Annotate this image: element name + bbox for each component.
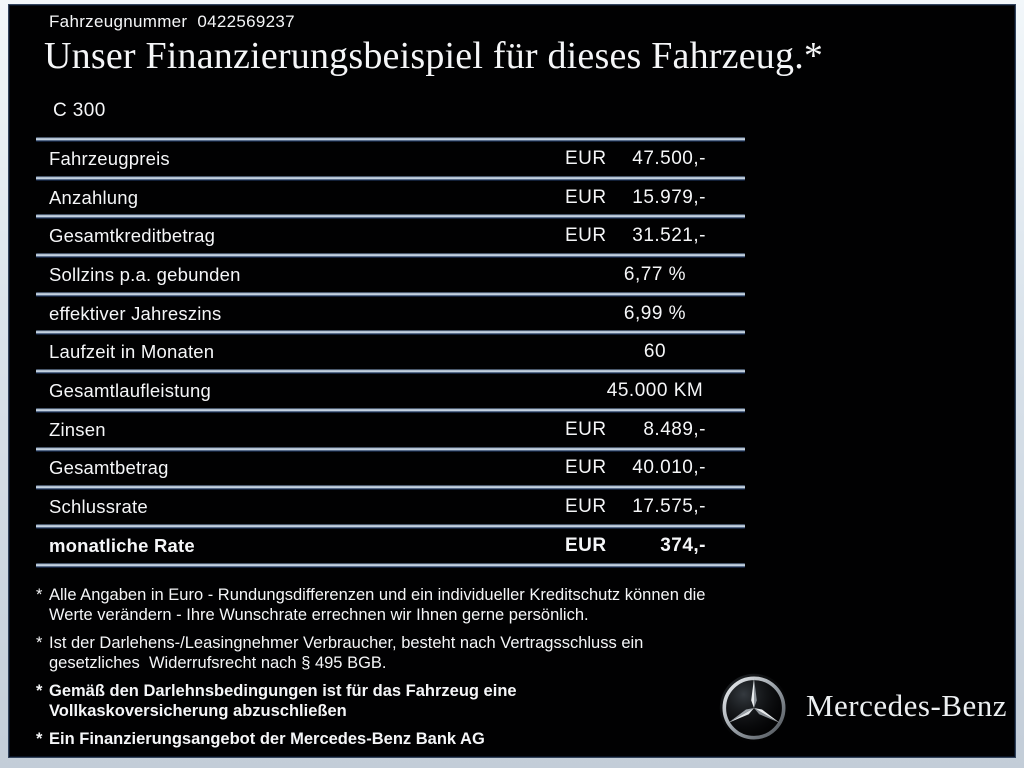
row-divider (36, 291, 745, 297)
footnote-marker: * (36, 586, 43, 604)
table-row: Sollzins p.a. gebunden 6,77 % (36, 258, 745, 292)
row-value: 374,- (660, 534, 706, 556)
row-currency: EUR (565, 496, 607, 518)
row-label: Gesamtkreditbetrag (49, 225, 216, 247)
row-value: 31.521,- (632, 225, 706, 247)
row-label: Schlussrate (49, 496, 148, 518)
table-row: Zinsen EUR 8.489,- (36, 413, 745, 447)
footnote: * Gemäß den Darlehnsbedingungen ist für … (36, 681, 726, 721)
table-row: Gesamtlaufleistung 45.000 KM (36, 374, 745, 408)
row-label: Laufzeit in Monaten (49, 341, 215, 363)
row-value-area: EUR 17.575,- (565, 496, 745, 518)
vehicle-number-line: Fahrzeugnummer 0422569237 (49, 11, 295, 33)
row-value-area: EUR 8.489,- (565, 419, 745, 441)
row-value-area: 6,99 % (565, 303, 745, 325)
table-row: Laufzeit in Monaten 60 (36, 335, 745, 369)
row-value-area: EUR 15.979,- (565, 187, 745, 209)
row-currency: EUR (565, 225, 607, 247)
row-label: Gesamtlaufleistung (49, 379, 211, 401)
footnote-marker: * (36, 634, 43, 652)
row-value: 60 (643, 341, 667, 363)
footnote-text: Ein Finanzierungsangebot der Mercedes-Be… (49, 730, 485, 748)
row-label: Anzahlung (49, 186, 139, 208)
row-divider (36, 446, 745, 452)
row-value: 40.010,- (632, 457, 706, 479)
row-divider (36, 214, 745, 220)
row-divider (36, 253, 745, 259)
vehicle-number-label: Fahrzeugnummer (49, 12, 188, 31)
row-divider (36, 175, 745, 181)
row-divider (36, 407, 745, 413)
table-row: Gesamtkreditbetrag EUR 31.521,- (36, 219, 745, 253)
footnote: * Ist der Darlehens-/Leasingnehmer Verbr… (36, 633, 726, 673)
row-label: Zinsen (49, 418, 106, 440)
mercedes-star-icon (719, 673, 789, 743)
brand-wordmark: Mercedes-Benz (805, 688, 1007, 723)
row-value: 47.500,- (632, 147, 706, 169)
row-divider (36, 485, 745, 491)
finance-table: Fahrzeugpreis EUR 47.500,- Anzahlung EUR… (36, 137, 745, 568)
row-currency: EUR (565, 534, 607, 556)
row-label: Fahrzeugpreis (49, 147, 170, 169)
row-value-area: EUR 31.521,- (565, 225, 745, 247)
footnote-marker: * (36, 682, 43, 700)
footnote: * Ein Finanzierungsangebot der Mercedes-… (36, 729, 726, 749)
row-divider (36, 369, 745, 375)
row-value-area: 6,77 % (565, 264, 745, 286)
finance-sheet: Fahrzeugnummer 0422569237 Unser Finanzie… (8, 4, 1016, 758)
footnote: * Alle Angaben in Euro - Rundungsdiffere… (36, 585, 726, 625)
row-value-area: EUR 40.010,- (565, 457, 745, 479)
page-title: Unser Finanzierungsbeispiel für dieses F… (44, 35, 824, 77)
row-divider (36, 523, 745, 529)
row-value-area: EUR 374,- (565, 535, 745, 557)
footnote-text: Ist der Darlehens-/Leasingnehmer Verbrau… (49, 634, 644, 672)
table-row: Anzahlung EUR 15.979,- (36, 181, 745, 215)
row-label: effektiver Jahreszins (49, 302, 222, 324)
vehicle-number-value: 0422569237 (197, 12, 295, 31)
row-divider (36, 562, 745, 568)
row-value-area: 45.000 KM (565, 380, 745, 402)
row-value: 6,77 % (623, 263, 687, 285)
table-row: Fahrzeugpreis EUR 47.500,- (36, 142, 745, 176)
model-name: C 300 (53, 100, 106, 121)
row-value-area: EUR 47.500,- (565, 148, 745, 170)
row-value: 15.979,- (632, 186, 706, 208)
table-row: Gesamtbetrag EUR 40.010,- (36, 452, 745, 486)
row-value: 45.000 KM (606, 379, 704, 401)
table-row: monatliche Rate EUR 374,- (36, 529, 745, 563)
row-value: 8.489,- (643, 418, 706, 440)
table-row: Schlussrate EUR 17.575,- (36, 490, 745, 524)
footnote-marker: * (36, 730, 43, 748)
row-divider (36, 330, 745, 336)
row-label: monatliche Rate (49, 534, 195, 556)
row-value: 6,99 % (623, 302, 687, 324)
row-divider (36, 137, 745, 142)
row-value-area: 60 (565, 341, 745, 363)
row-currency: EUR (565, 186, 607, 208)
footnotes: * Alle Angaben in Euro - Rundungsdiffere… (36, 585, 726, 757)
row-currency: EUR (565, 418, 607, 440)
footnote-text: Gemäß den Darlehnsbedingungen ist für da… (49, 682, 517, 720)
row-label: Gesamtbetrag (49, 457, 169, 479)
brand-area: Mercedes-Benz (718, 672, 1007, 744)
row-currency: EUR (565, 457, 607, 479)
table-row: effektiver Jahreszins 6,99 % (36, 297, 745, 331)
row-label: Sollzins p.a. gebunden (49, 263, 241, 285)
row-currency: EUR (565, 147, 607, 169)
row-value: 17.575,- (632, 496, 706, 518)
footnote-text: Alle Angaben in Euro - Rundungsdifferenz… (49, 586, 706, 624)
